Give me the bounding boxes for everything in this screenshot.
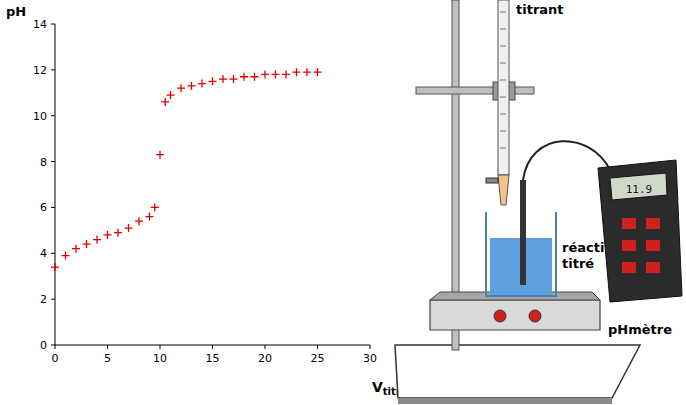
meter-display: 11.9 (626, 183, 653, 196)
stirrer (430, 300, 600, 330)
data-point (303, 68, 311, 76)
data-point (230, 75, 238, 83)
y-tick (51, 115, 55, 116)
cable (523, 141, 610, 180)
y-tick (51, 299, 55, 300)
burette-graduation (500, 12, 506, 13)
burette (498, 0, 509, 175)
data-point (151, 203, 159, 211)
y-tick-label: 6 (40, 201, 47, 214)
meter-screen (610, 173, 667, 200)
data-point (219, 75, 227, 83)
x-tick (265, 345, 266, 349)
y-tick-label: 4 (40, 247, 47, 260)
base-edge (398, 398, 612, 404)
data-point (135, 217, 143, 225)
data-point (282, 70, 290, 78)
electrode (520, 180, 526, 285)
burette-graduation (500, 63, 506, 64)
y-tick-label: 14 (33, 18, 47, 31)
y-tick (51, 253, 55, 254)
x-tick-label: 0 (52, 352, 59, 365)
data-point (125, 224, 133, 232)
y-tick (51, 161, 55, 162)
burette-tip (498, 175, 509, 205)
stopcock (486, 178, 498, 183)
x-tick (160, 345, 161, 349)
y-tick (51, 24, 55, 25)
data-point (314, 68, 322, 76)
data-point (251, 73, 259, 81)
x-tick-label: 20 (258, 352, 272, 365)
knob (529, 310, 541, 322)
y-tick-label: 2 (40, 293, 47, 306)
x-tick-label: 5 (104, 352, 111, 365)
x-tick-label: 30 (363, 352, 377, 365)
data-point (188, 82, 196, 90)
data-point (51, 263, 59, 271)
x-tick (317, 345, 318, 349)
ph-meter (598, 160, 682, 302)
burette-graduation (500, 46, 506, 47)
data-point (261, 70, 269, 78)
knob (494, 310, 506, 322)
burette-graduation (500, 131, 506, 132)
titration-setup: titrant réactiftitré 11.9 pHmètre (395, 0, 682, 404)
y-tick (51, 69, 55, 70)
x-tick-label: 10 (153, 352, 167, 365)
meter-button (622, 240, 636, 251)
y-tick (51, 345, 55, 346)
data-point (240, 73, 248, 81)
burette-graduation (500, 148, 506, 149)
data-point (156, 151, 164, 159)
meter-button (646, 218, 660, 229)
beaker-label: réactiftitré (562, 240, 610, 271)
y-tick-label: 8 (40, 156, 47, 169)
data-point (161, 98, 169, 106)
y-tick-label: 12 (33, 64, 47, 77)
x-tick (107, 345, 108, 349)
data-point (146, 213, 154, 221)
data-point (104, 231, 112, 239)
meter-label: pHmètre (608, 322, 672, 337)
x-tick-label: 15 (206, 352, 220, 365)
y-tick-label: 10 (33, 110, 47, 123)
x-tick (212, 345, 213, 349)
data-point (293, 68, 301, 76)
x-tick (55, 345, 56, 349)
figure: 02468101214051015202530pHVtitranttitrant… (0, 0, 686, 405)
y-tick-label: 0 (40, 339, 47, 352)
data-point (114, 229, 122, 237)
y-axis (55, 24, 56, 345)
data-point (177, 84, 185, 92)
data-point (167, 91, 175, 99)
data-point (62, 252, 70, 260)
burette-graduation (500, 29, 506, 30)
burette-label: titrant (516, 2, 564, 17)
x-tick-label: 25 (311, 352, 325, 365)
y-axis-title: pH (6, 4, 26, 19)
burette-graduation (500, 97, 506, 98)
meter-button (622, 262, 636, 273)
data-point (209, 77, 217, 85)
clamp-arm (416, 87, 534, 94)
base-plate (395, 345, 640, 398)
meter-button (646, 262, 660, 273)
data-point (272, 70, 280, 78)
meter-button (622, 218, 636, 229)
meter-button (646, 240, 660, 251)
data-point (72, 245, 80, 253)
burette-graduation (500, 80, 506, 81)
burette-graduation (500, 114, 506, 115)
data-point (198, 80, 206, 88)
data-point (83, 240, 91, 248)
y-tick (51, 207, 55, 208)
x-tick (370, 345, 371, 349)
data-point (93, 236, 101, 244)
